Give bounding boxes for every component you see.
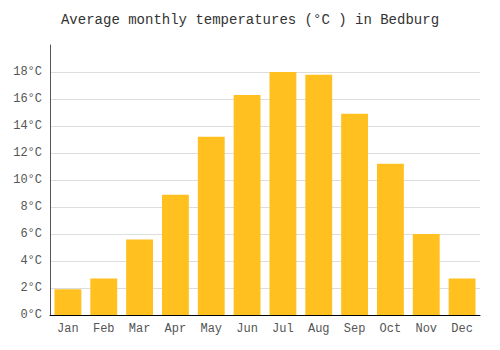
svg-text:May: May bbox=[200, 322, 222, 336]
svg-text:10°C: 10°C bbox=[13, 173, 42, 187]
svg-text:4°C: 4°C bbox=[20, 254, 42, 268]
svg-text:Average monthly temperatures (: Average monthly temperatures (°C ) in Be… bbox=[61, 12, 439, 28]
svg-text:Dec: Dec bbox=[451, 322, 473, 336]
svg-text:Feb: Feb bbox=[93, 322, 115, 336]
svg-text:0°C: 0°C bbox=[20, 308, 42, 322]
svg-text:2°C: 2°C bbox=[20, 281, 42, 295]
svg-text:14°C: 14°C bbox=[13, 119, 42, 133]
svg-text:Nov: Nov bbox=[415, 322, 437, 336]
svg-text:Oct: Oct bbox=[380, 322, 402, 336]
svg-text:Sep: Sep bbox=[344, 322, 366, 336]
svg-text:6°C: 6°C bbox=[20, 227, 42, 241]
svg-text:Jan: Jan bbox=[57, 322, 79, 336]
svg-text:12°C: 12°C bbox=[13, 146, 42, 160]
svg-text:Jun: Jun bbox=[236, 322, 258, 336]
svg-text:Mar: Mar bbox=[129, 322, 151, 336]
svg-text:Apr: Apr bbox=[165, 322, 187, 336]
svg-text:16°C: 16°C bbox=[13, 92, 42, 106]
svg-text:Jul: Jul bbox=[272, 322, 294, 336]
svg-text:Aug: Aug bbox=[308, 322, 330, 336]
svg-text:18°C: 18°C bbox=[13, 65, 42, 79]
svg-text:8°C: 8°C bbox=[20, 200, 42, 214]
